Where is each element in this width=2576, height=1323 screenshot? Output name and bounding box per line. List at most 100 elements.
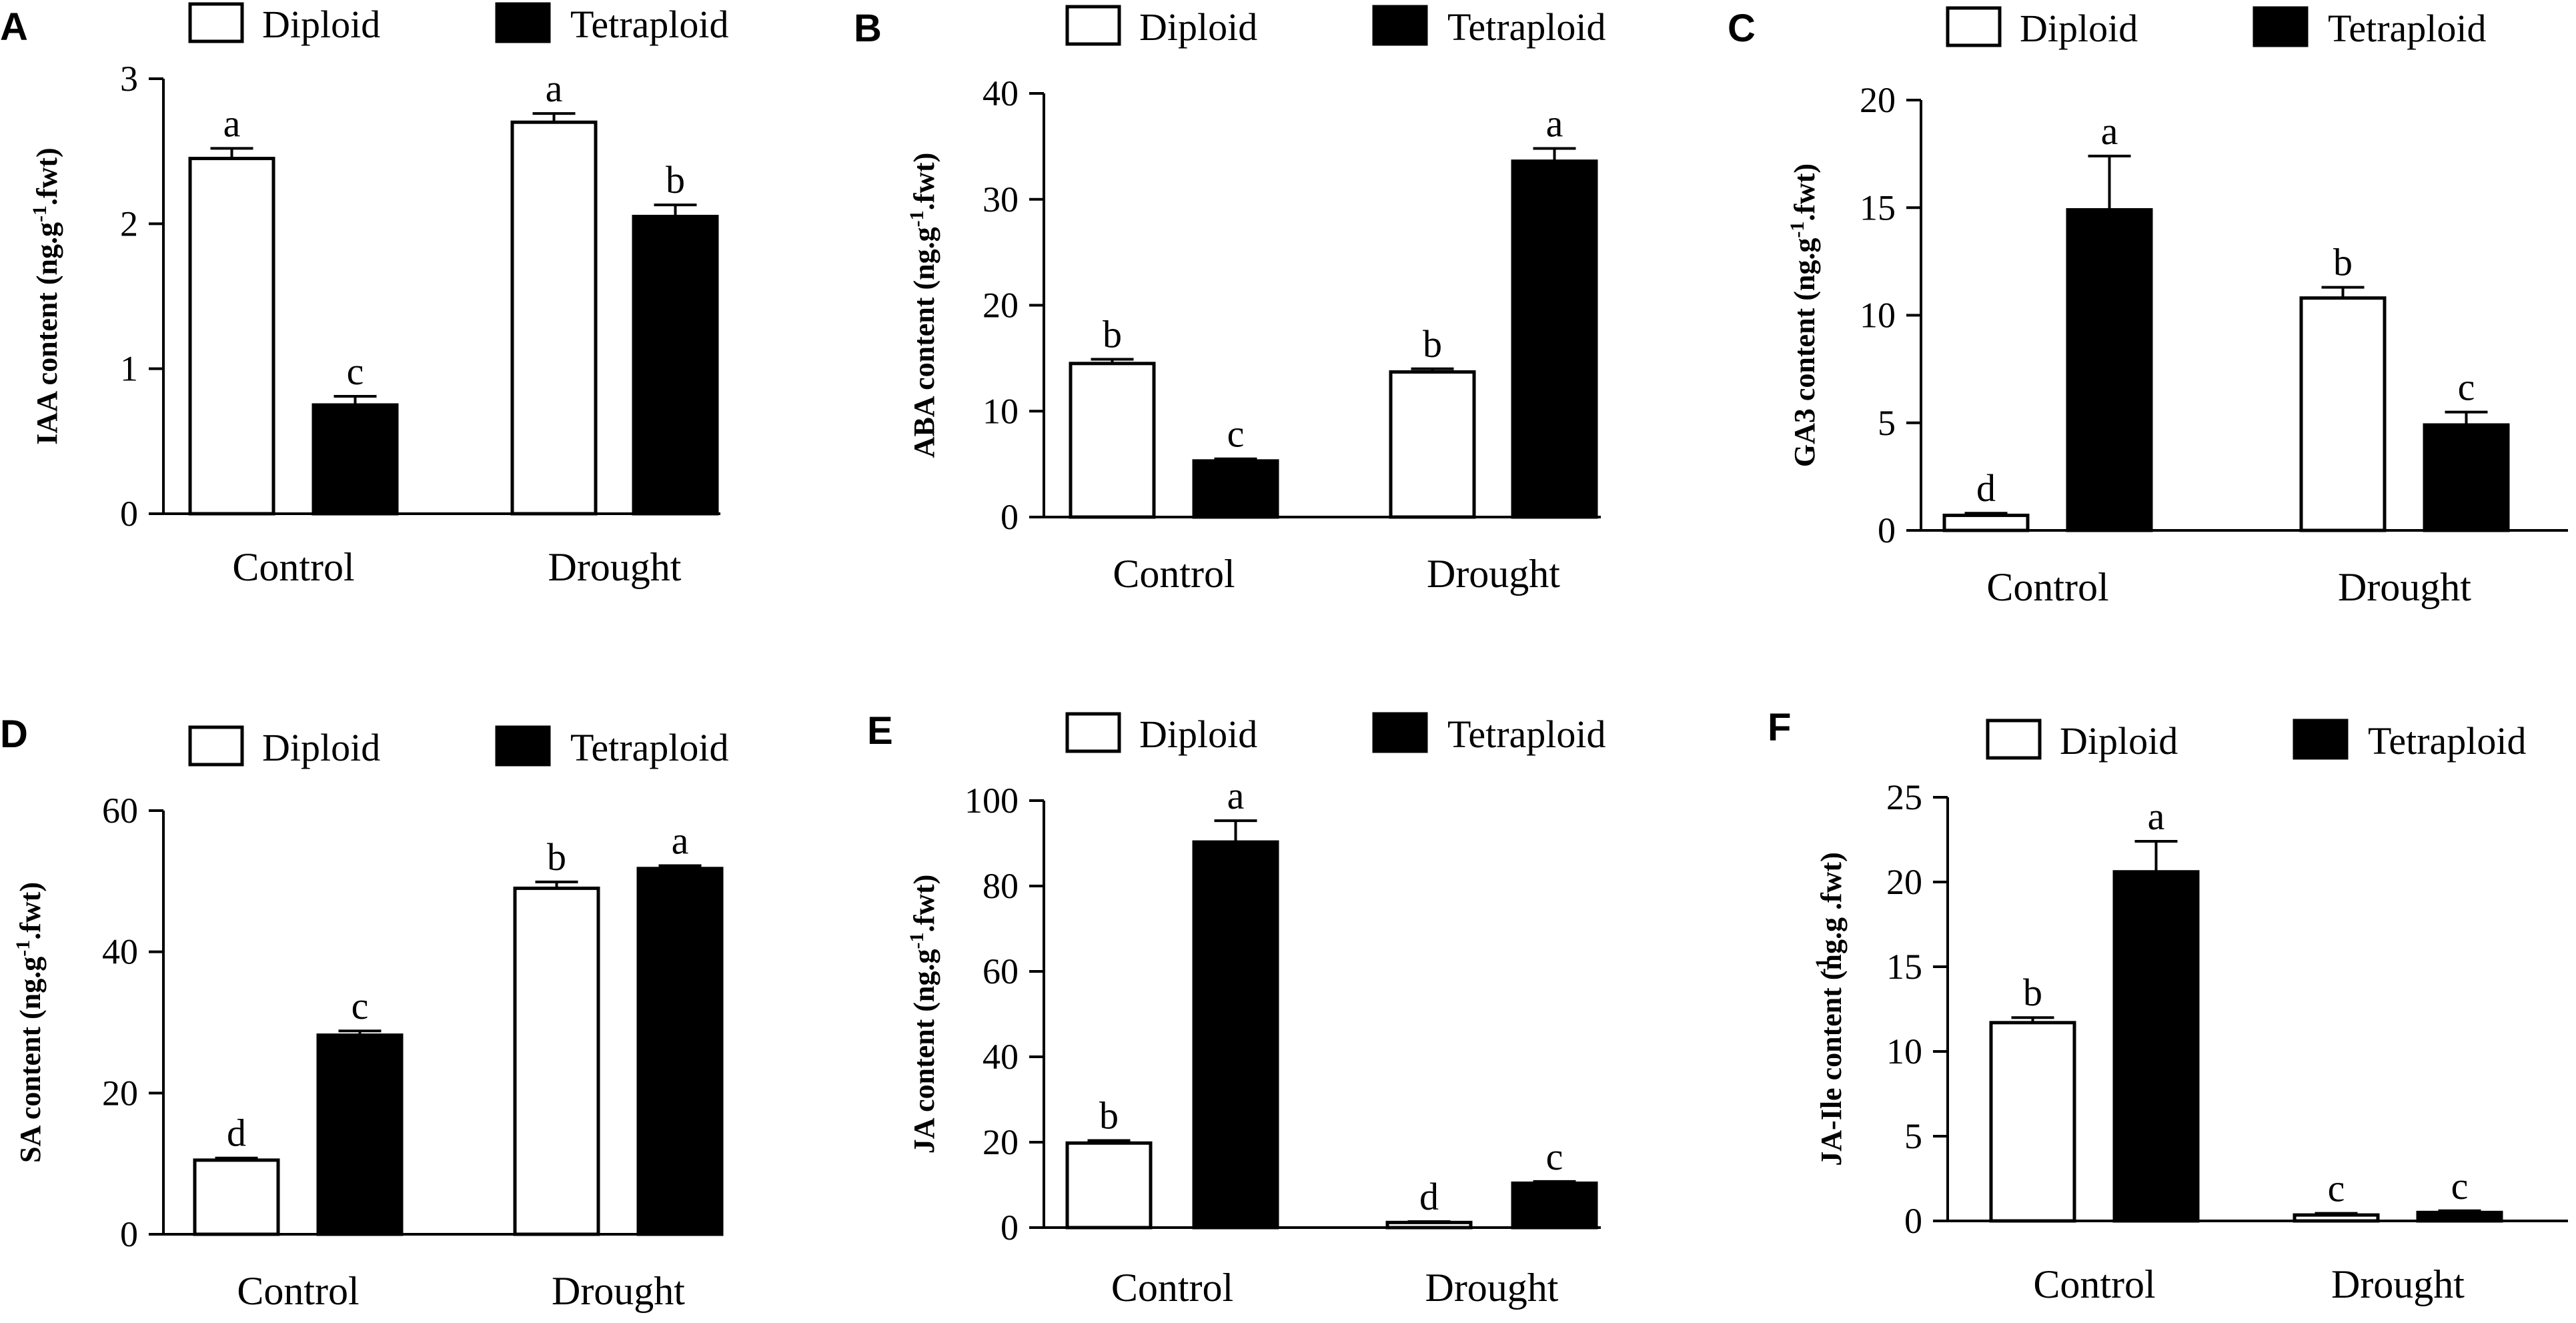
significance-letter-diploid-control: d: [227, 1112, 246, 1155]
significance-letter-tetraploid-control: c: [1227, 412, 1245, 456]
y-tick-label: 20: [983, 286, 1019, 326]
legend: Diploid Tetraploid: [1946, 6, 2487, 50]
legend-diploid-label: Diploid: [262, 3, 380, 46]
legend-diploid-swatch: [188, 725, 244, 767]
x-category-label: Control: [1986, 565, 2108, 609]
legend-diploid-label: Diploid: [1139, 713, 1257, 756]
bar-tetraploid-control: [316, 1033, 404, 1236]
significance-letter-tetraploid-drought: c: [2451, 1164, 2469, 1208]
y-tick-label: 20: [1886, 862, 1922, 902]
significance-letter-diploid-control: a: [223, 101, 241, 145]
x-category-label: Control: [1113, 552, 1235, 596]
significance-letter-diploid-control: b: [1103, 312, 1122, 356]
y-tick-label: 15: [1886, 947, 1922, 987]
y-tick-label: 60: [102, 791, 138, 831]
y-tick-label: 10: [983, 391, 1019, 431]
panel-c: C Diploid Tetraploid 0 5 10 15 20 GA3 content (n…: [1728, 6, 2568, 609]
y-tick-label: 0: [1001, 1208, 1019, 1248]
panel-a: A Diploid Tetraploid 0 1 2 3 IAA content (ng.g-…: [0, 2, 729, 589]
panel-b: B Diploid Tetraploid 0 10 20 30 40 ABA content (…: [854, 5, 1606, 596]
bar-tetraploid-control: [311, 403, 399, 516]
y-tick-label: 10: [1860, 296, 1896, 336]
bar-tetraploid-drought: [632, 214, 719, 516]
legend-tetraploid-label: Tetraploid: [570, 3, 729, 46]
y-tick-label: 100: [964, 781, 1019, 821]
legend-tetraploid-swatch: [2293, 719, 2349, 760]
x-category-label: Drought: [2331, 1262, 2465, 1306]
significance-letter-diploid-control: d: [1976, 466, 1996, 510]
bar-diploid-control: [1942, 513, 2030, 532]
y-tick-label: 30: [983, 179, 1019, 219]
bar-diploid-control: [1989, 1021, 2076, 1223]
y-tick-label: 3: [120, 59, 138, 99]
panel-label: F: [1768, 706, 1791, 749]
panel-f: F Diploid Tetraploid 0 5 10 15 20 25 JA-Ile conte…: [1768, 706, 2568, 1306]
legend-diploid-label: Diploid: [1139, 5, 1257, 49]
legend-tetraploid-label: Tetraploid: [2368, 719, 2527, 763]
legend-tetraploid-swatch: [2252, 6, 2309, 47]
legend-tetraploid-swatch: [495, 2, 551, 43]
legend-tetraploid-swatch: [1372, 712, 1428, 753]
bar-tetraploid-drought: [1511, 1181, 1598, 1230]
x-category-label: Control: [1111, 1266, 1233, 1310]
significance-letter-diploid-drought: b: [2333, 241, 2353, 284]
x-category-label: Drought: [1427, 552, 1560, 596]
legend-tetraploid-label: Tetraploid: [570, 726, 729, 769]
bar-diploid-control: [188, 157, 275, 516]
legend-diploid-swatch: [1946, 6, 2002, 47]
bar-diploid-drought: [2293, 1213, 2380, 1223]
legend-tetraploid-label: Tetraploid: [1447, 713, 1606, 756]
bar-tetraploid-control: [2066, 207, 2153, 532]
bar-diploid-drought: [513, 886, 600, 1236]
significance-letter-diploid-drought: a: [546, 67, 563, 110]
significance-letter-diploid-drought: b: [1423, 322, 1442, 366]
y-tick-label: 5: [1904, 1116, 1922, 1156]
y-axis-label: SA content (ng.g-1.fwt): [12, 882, 47, 1163]
y-tick-label: 0: [120, 494, 138, 534]
y-tick-label: 40: [983, 1037, 1019, 1077]
panel-e: E Diploid Tetraploid 0 20 40 60 80 100 JA content…: [867, 709, 1606, 1310]
significance-letter-tetraploid-control: a: [2148, 795, 2165, 838]
panel-label: B: [854, 7, 882, 50]
significance-letter-tetraploid-drought: b: [666, 158, 685, 201]
legend: Diploid Tetraploid: [1986, 719, 2527, 763]
significance-letter-tetraploid-drought: c: [2458, 366, 2475, 409]
y-tick-label: 80: [983, 866, 1019, 906]
legend-diploid-label: Diploid: [2060, 719, 2178, 763]
legend-tetraploid-label: Tetraploid: [2328, 7, 2487, 50]
legend-diploid-swatch: [1065, 712, 1121, 753]
significance-letter-tetraploid-control: c: [347, 350, 364, 393]
bar-tetraploid-drought: [2423, 423, 2510, 532]
legend-diploid-swatch: [1986, 719, 2042, 760]
bar-tetraploid-control: [1192, 840, 1279, 1230]
bar-diploid-control: [193, 1158, 280, 1236]
bar-tetraploid-control: [1192, 459, 1279, 519]
legend-diploid-label: Diploid: [2020, 7, 2138, 50]
bar-tetraploid-control: [2112, 870, 2200, 1223]
legend: Diploid Tetraploid: [188, 725, 729, 769]
y-axis-label-superscript: -1: [1812, 958, 1834, 975]
y-tick-label: 5: [1878, 403, 1896, 443]
panel-d: D Diploid Tetraploid 0 20 40 60 SA content (ng.…: [0, 713, 729, 1313]
bar-diploid-control: [1069, 362, 1156, 519]
y-axis-label: IAA content (ng.g-1.fwt): [29, 147, 63, 444]
y-tick-label: 40: [102, 932, 138, 972]
y-tick-label: 0: [1904, 1201, 1922, 1241]
x-category-label: Control: [237, 1269, 359, 1313]
y-tick-label: 20: [1860, 80, 1896, 120]
x-category-label: Drought: [548, 545, 682, 589]
y-tick-label: 0: [1878, 510, 1896, 550]
significance-letter-tetraploid-drought: a: [672, 819, 689, 863]
y-tick-label: 15: [1860, 187, 1896, 228]
y-tick-label: 20: [983, 1122, 1019, 1162]
legend-diploid-label: Diploid: [262, 726, 380, 769]
y-tick-label: 25: [1886, 777, 1922, 817]
x-category-label: Drought: [1425, 1266, 1559, 1310]
x-category-label: Control: [2033, 1262, 2155, 1306]
panel-label: E: [867, 709, 893, 753]
legend-tetraploid-label: Tetraploid: [1447, 5, 1606, 49]
significance-letter-diploid-drought: d: [1419, 1175, 1439, 1218]
bar-diploid-drought: [2299, 296, 2387, 532]
bar-diploid-control: [1065, 1141, 1153, 1230]
x-category-label: Drought: [552, 1269, 685, 1313]
